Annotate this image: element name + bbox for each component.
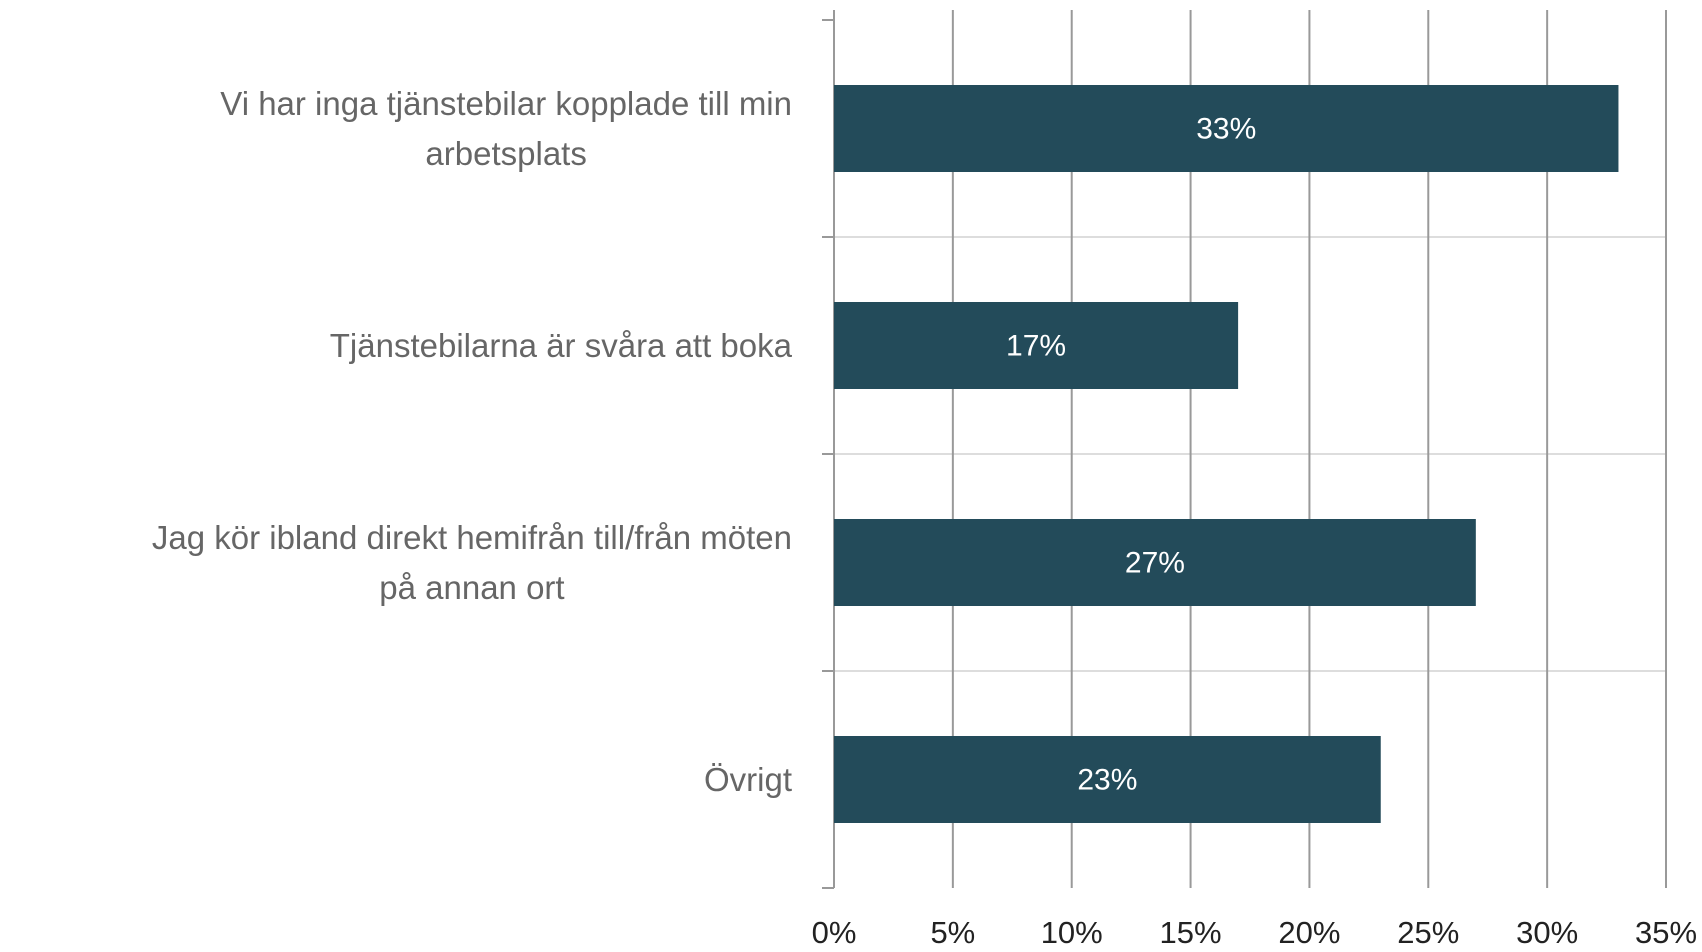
- category-label: Övrigt: [703, 760, 792, 798]
- category-label-box: Jag kör ibland direkt hemifrån till/från…: [0, 454, 792, 671]
- x-tick-label: 0%: [812, 915, 857, 950]
- category-label: Jag kör ibland direkt hemifrån till/från…: [151, 519, 792, 606]
- bar: [834, 519, 1476, 606]
- category-label: Vi har inga tjänstebilar kopplade till m…: [220, 85, 792, 172]
- x-tick-label: 30%: [1516, 915, 1578, 950]
- data-label: 17%: [1006, 329, 1066, 362]
- category-label: Tjänstebilarna är svåra att boka: [329, 326, 792, 364]
- x-tick-label: 25%: [1397, 915, 1459, 950]
- x-tick-label: 5%: [930, 915, 975, 950]
- category-label-box: Vi har inga tjänstebilar kopplade till m…: [0, 20, 792, 237]
- data-label: 27%: [1125, 546, 1185, 579]
- category-label-box: Övrigt: [0, 671, 792, 888]
- bar: [834, 85, 1619, 172]
- x-tick-label: 10%: [1041, 915, 1103, 950]
- bar: [834, 736, 1381, 823]
- x-tick-label: 35%: [1635, 915, 1697, 950]
- bar: [834, 302, 1239, 389]
- data-label: 23%: [1077, 763, 1137, 796]
- data-label: 33%: [1196, 112, 1256, 145]
- x-tick-label: 15%: [1160, 915, 1222, 950]
- x-tick-label: 20%: [1278, 915, 1340, 950]
- category-label-box: Tjänstebilarna är svåra att boka: [0, 237, 792, 454]
